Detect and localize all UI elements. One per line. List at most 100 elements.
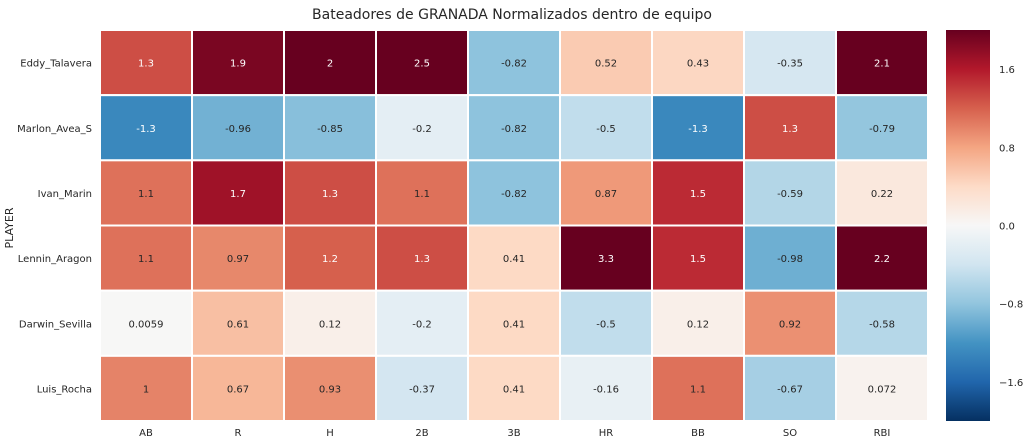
cell-value-label: 0.61 [227, 319, 249, 330]
cell-value-label: 1.3 [414, 254, 430, 265]
row-labels: Eddy_Talavera Marlon_Avea_S Ivan_Marin Lenn… [17, 59, 92, 396]
cell-value-label: 0.072 [868, 384, 897, 395]
heatmap-cell [99, 159, 193, 227]
cell-value-label: 0.41 [503, 319, 525, 330]
heatmap-cell [651, 94, 745, 162]
column-label: 2B [415, 428, 428, 439]
cell-value-label: -0.85 [317, 124, 343, 135]
heatmap-cell [467, 94, 561, 162]
cell-value-label: 1.9 [230, 59, 246, 70]
heatmap-cell [283, 159, 377, 227]
cell-value-label: 0.12 [319, 319, 341, 330]
row-label: Eddy_Talavera [20, 59, 92, 70]
cell-value-label: 1 [143, 384, 149, 395]
cell-value-label: -0.16 [593, 384, 619, 395]
cell-value-label: -0.59 [777, 189, 803, 200]
column-label: BB [691, 428, 705, 439]
cell-value-label: -0.37 [409, 384, 435, 395]
heatmap-cell [375, 159, 469, 227]
heatmap-cell [835, 354, 929, 423]
cell-value-label: 2 [327, 59, 333, 70]
colorbar-tick-label: 0.8 [999, 143, 1015, 154]
colorbar-tick-label: −1.6 [999, 378, 1023, 389]
y-axis-label: PLAYER [3, 207, 16, 248]
colorbar-tick-label: −0.8 [999, 300, 1023, 311]
heatmap-cell [835, 289, 929, 357]
column-label: H [326, 428, 334, 439]
heatmap-cell [283, 354, 377, 423]
cell-value-label: 0.43 [687, 59, 709, 70]
cell-value-label: -0.67 [777, 384, 803, 395]
heatmap-cell [559, 354, 653, 423]
row-label: Ivan_Marin [38, 189, 92, 200]
cell-value-label: 1.5 [690, 189, 706, 200]
heatmap-cell [375, 224, 469, 292]
column-label: HR [599, 428, 614, 439]
cell-value-label: 1.5 [690, 254, 706, 265]
heatmap-cell [835, 94, 929, 162]
heatmap-cell [743, 354, 837, 423]
column-label: AB [139, 428, 153, 439]
heatmap-cell [835, 159, 929, 227]
heatmap-cell [743, 94, 837, 162]
cell-value-label: 0.0059 [129, 319, 164, 330]
cell-value-label: 0.93 [319, 384, 341, 395]
cell-value-label: 0.67 [227, 384, 249, 395]
heatmap-cell [375, 354, 469, 423]
heatmap-cell [99, 354, 193, 423]
cell-value-label: -0.96 [225, 124, 251, 135]
heatmap-cells [99, 29, 929, 423]
colorbar-tick-label: 0.0 [999, 222, 1015, 233]
cell-value-label: -0.2 [412, 124, 432, 135]
cell-value-label: 0.41 [503, 254, 525, 265]
row-label: Darwin_Sevilla [19, 319, 92, 330]
heatmap-cell [467, 159, 561, 227]
cell-value-label: -0.58 [869, 319, 895, 330]
cell-value-label: 1.7 [230, 189, 246, 200]
heatmap-cell [467, 354, 561, 423]
cell-value-label: -0.98 [777, 254, 803, 265]
heatmap-cell-labels: 1.3 1.9 2 2.5 -0.82 0.52 0.43 -0.35 2.1 -1.3 -0.96… [129, 59, 897, 396]
cell-value-label: 1.1 [690, 384, 706, 395]
cell-value-label: -0.82 [501, 59, 527, 70]
column-label: RBI [874, 428, 891, 439]
cell-value-label: 1.3 [322, 189, 338, 200]
heatmap-cell [99, 29, 193, 97]
cell-value-label: 0.41 [503, 384, 525, 395]
column-labels: AB R H 2B 3B HR BB SO RBI [139, 428, 890, 439]
heatmap-cell [191, 354, 285, 423]
heatmap-cell [283, 94, 377, 162]
row-label: Lennin_Aragon [18, 254, 92, 265]
cell-value-label: -0.5 [596, 124, 616, 135]
column-label: 3B [507, 428, 520, 439]
heatmap-cell [835, 224, 929, 292]
chart-title: Bateadores de GRANADA Normalizados dentr… [312, 7, 712, 23]
cell-value-label: 1.1 [414, 189, 430, 200]
colorbar-tick-label: 1.6 [999, 65, 1015, 76]
cell-value-label: 2.1 [874, 59, 890, 70]
colorbar: 1.6 0.8 0.0 −0.8 −1.6 [946, 30, 1023, 421]
cell-value-label: -0.79 [869, 124, 895, 135]
cell-value-label: 1.2 [322, 254, 338, 265]
cell-value-label: 3.3 [598, 254, 614, 265]
cell-value-label: 0.52 [595, 59, 617, 70]
heatmap-cell [99, 224, 193, 292]
heatmap-cell [191, 159, 285, 227]
heatmap-cell [191, 224, 285, 292]
cell-value-label: 0.22 [871, 189, 893, 200]
cell-value-label: 0.87 [595, 189, 617, 200]
cell-value-label: -0.82 [501, 189, 527, 200]
heatmap-cell [191, 29, 285, 97]
cell-value-label: 2.2 [874, 254, 890, 265]
cell-value-label: -0.5 [596, 319, 616, 330]
heatmap-cell [559, 29, 653, 97]
cell-value-label: 1.3 [782, 124, 798, 135]
cell-value-label: -0.82 [501, 124, 527, 135]
cell-value-label: 0.92 [779, 319, 801, 330]
row-label: Luis_Rocha [37, 384, 92, 395]
cell-value-label: 1.1 [138, 189, 154, 200]
colorbar-gradient [946, 30, 990, 421]
cell-value-label: -1.3 [688, 124, 708, 135]
heatmap-cell [559, 289, 653, 357]
